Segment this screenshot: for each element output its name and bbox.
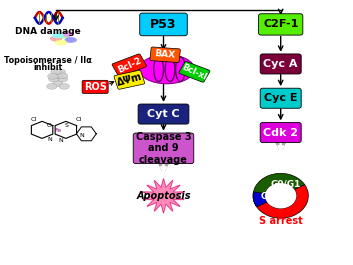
FancyBboxPatch shape: [179, 61, 210, 82]
Ellipse shape: [61, 31, 74, 37]
FancyBboxPatch shape: [82, 80, 108, 94]
Text: Caspase 3
and 9
cleavage: Caspase 3 and 9 cleavage: [136, 132, 191, 165]
Text: ROS: ROS: [84, 82, 107, 92]
Ellipse shape: [58, 73, 68, 79]
Ellipse shape: [139, 55, 195, 84]
Text: ΔΨm: ΔΨm: [115, 72, 143, 88]
Text: Cdk 2: Cdk 2: [263, 127, 298, 138]
Ellipse shape: [49, 76, 59, 82]
Text: G2/M: G2/M: [261, 192, 285, 201]
Text: N: N: [80, 133, 84, 138]
Ellipse shape: [53, 81, 63, 87]
Text: N: N: [59, 138, 63, 143]
Ellipse shape: [52, 33, 64, 38]
Ellipse shape: [47, 83, 57, 89]
Circle shape: [265, 183, 296, 208]
Ellipse shape: [65, 37, 77, 43]
Text: Bcl-xl: Bcl-xl: [181, 62, 208, 82]
Text: Topoisomerase / IIα: Topoisomerase / IIα: [4, 55, 92, 64]
Text: N: N: [47, 137, 52, 142]
Text: S: S: [65, 123, 69, 129]
Text: Cl: Cl: [30, 117, 36, 122]
FancyBboxPatch shape: [258, 14, 303, 35]
Wedge shape: [255, 184, 309, 218]
FancyBboxPatch shape: [114, 70, 145, 89]
Ellipse shape: [55, 40, 67, 46]
Text: G0/G1: G0/G1: [270, 179, 301, 188]
Text: Apoptosis: Apoptosis: [136, 191, 191, 201]
Ellipse shape: [58, 33, 70, 38]
Text: inhibit: inhibit: [33, 63, 62, 72]
Text: Cyc A: Cyc A: [263, 59, 298, 69]
Ellipse shape: [51, 69, 61, 75]
Polygon shape: [143, 179, 184, 213]
Text: Cyc E: Cyc E: [264, 93, 298, 103]
Text: O: O: [47, 123, 52, 129]
Text: BAX: BAX: [154, 49, 176, 60]
Text: S arrest: S arrest: [259, 216, 303, 226]
FancyBboxPatch shape: [140, 13, 187, 36]
Ellipse shape: [50, 36, 62, 42]
Ellipse shape: [58, 76, 68, 82]
FancyBboxPatch shape: [260, 54, 301, 74]
FancyBboxPatch shape: [150, 47, 180, 63]
FancyBboxPatch shape: [260, 122, 301, 143]
Text: C2F-1: C2F-1: [263, 19, 298, 29]
Ellipse shape: [48, 73, 58, 79]
FancyBboxPatch shape: [138, 104, 189, 124]
Ellipse shape: [53, 72, 63, 78]
Ellipse shape: [55, 69, 66, 75]
Text: Cl: Cl: [76, 117, 82, 122]
Text: Fe: Fe: [54, 128, 61, 133]
FancyBboxPatch shape: [112, 54, 146, 77]
Text: DNA damage: DNA damage: [15, 27, 81, 36]
Text: Bcl-2: Bcl-2: [116, 56, 143, 75]
Ellipse shape: [59, 83, 70, 89]
Text: Cyt C: Cyt C: [147, 109, 180, 119]
FancyBboxPatch shape: [133, 133, 194, 164]
FancyBboxPatch shape: [260, 88, 301, 108]
Wedge shape: [253, 192, 267, 207]
Text: P53: P53: [150, 18, 177, 31]
Wedge shape: [253, 173, 305, 204]
